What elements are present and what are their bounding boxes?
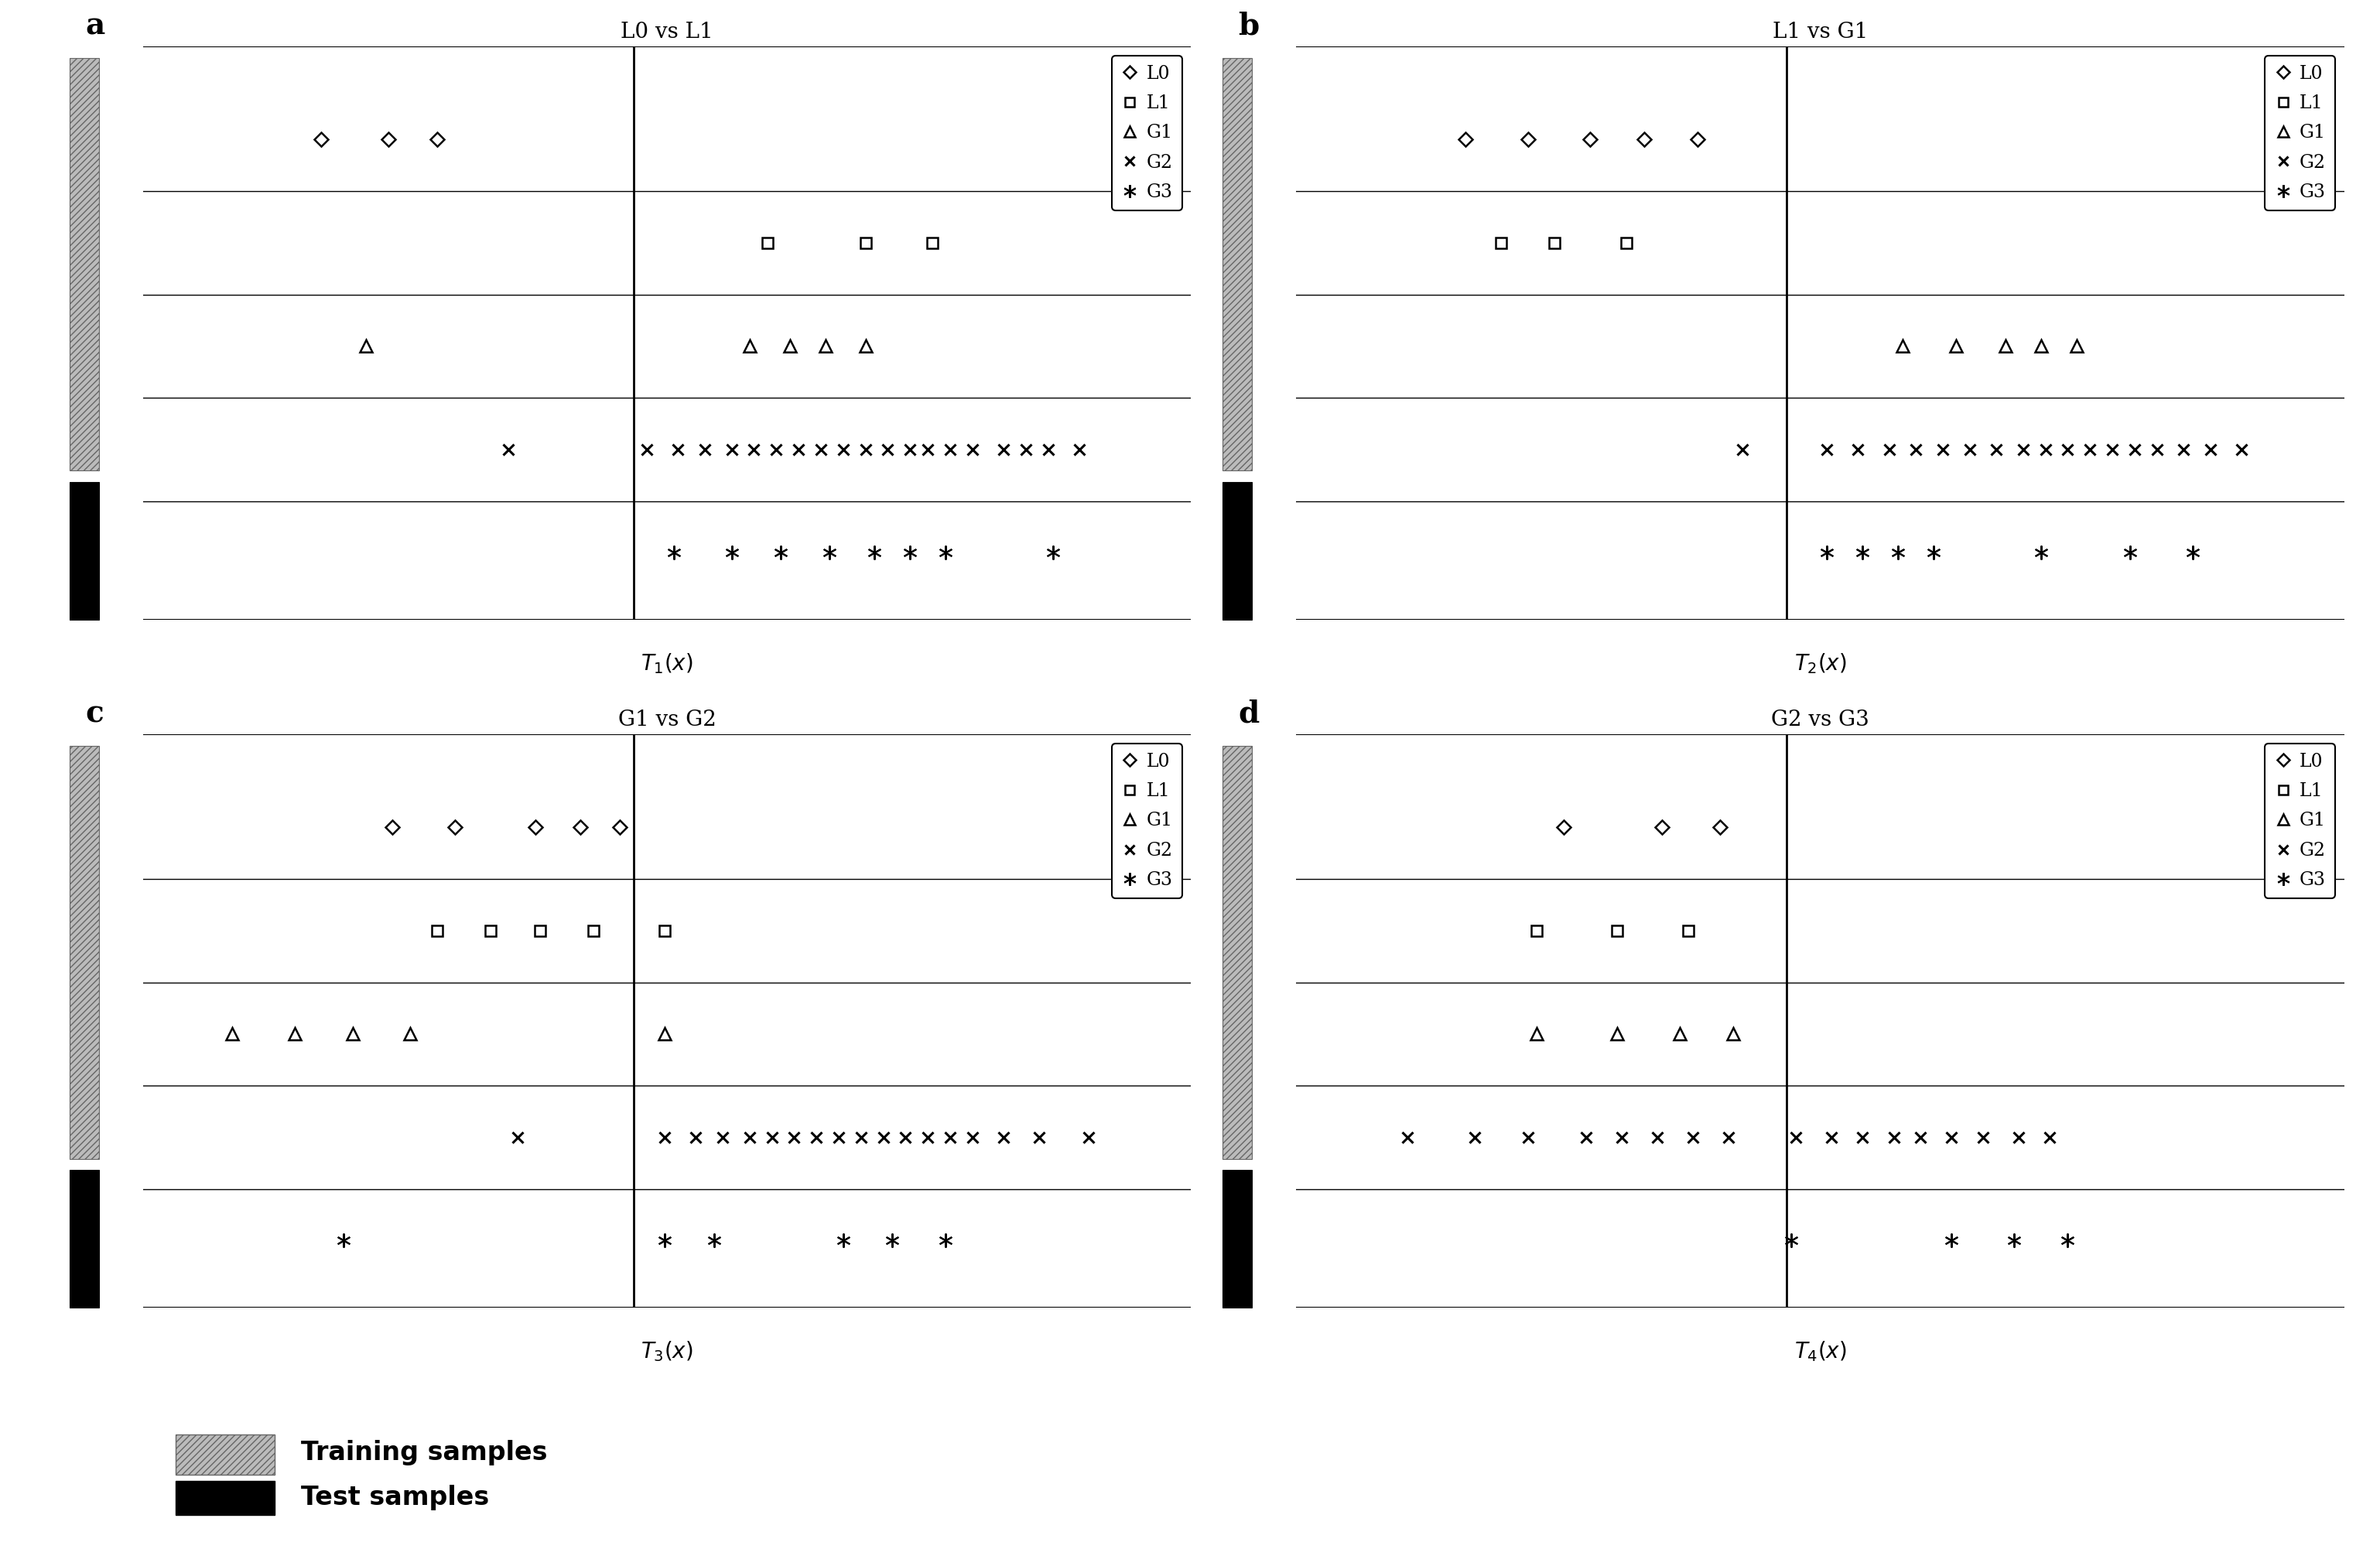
Bar: [69, 745, 100, 1159]
Legend: L0, L1, G1, G2, G3: L0, L1, G1, G2, G3: [1111, 744, 1183, 898]
Bar: [176, 1434, 276, 1475]
Bar: [1223, 482, 1252, 620]
Title: G1 vs G2: G1 vs G2: [619, 709, 716, 731]
Text: $T_3(x)$: $T_3(x)$: [640, 1340, 693, 1363]
Bar: [69, 1169, 100, 1307]
Bar: [1223, 1169, 1252, 1307]
Legend: L0, L1, G1, G2, G3: L0, L1, G1, G2, G3: [1111, 56, 1183, 211]
Text: b: b: [1238, 11, 1259, 40]
Bar: [1223, 57, 1252, 471]
Bar: [1223, 745, 1252, 1159]
Bar: [176, 1481, 276, 1515]
Bar: [69, 482, 100, 620]
Legend: L0, L1, G1, G2, G3: L0, L1, G1, G2, G3: [2266, 744, 2335, 898]
Text: $T_1(x)$: $T_1(x)$: [640, 652, 693, 675]
Text: $T_2(x)$: $T_2(x)$: [1795, 652, 1847, 675]
Bar: [69, 57, 100, 471]
Title: L1 vs G1: L1 vs G1: [1773, 22, 1868, 42]
Text: $T_4(x)$: $T_4(x)$: [1795, 1340, 1847, 1363]
Text: Training samples: Training samples: [302, 1441, 547, 1465]
Text: a: a: [86, 11, 105, 40]
Text: c: c: [86, 699, 102, 728]
Text: d: d: [1238, 699, 1259, 728]
Text: Test samples: Test samples: [302, 1485, 490, 1510]
Legend: L0, L1, G1, G2, G3: L0, L1, G1, G2, G3: [2266, 56, 2335, 211]
Title: G2 vs G3: G2 vs G3: [1771, 709, 1868, 731]
Title: L0 vs L1: L0 vs L1: [621, 22, 714, 42]
